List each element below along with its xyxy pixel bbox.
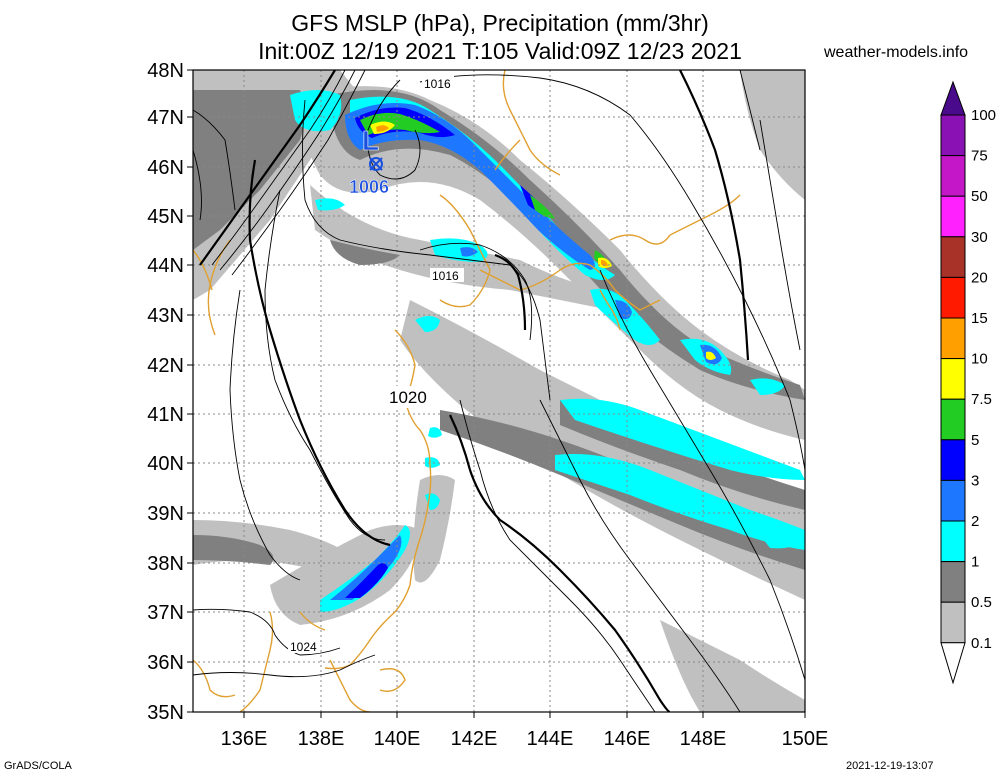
lon-tick-label: 146E <box>604 728 651 750</box>
software-credit: GrADS/COLA <box>4 760 72 772</box>
isobar-label-group: 1016 1016 1020 1024 <box>288 76 464 654</box>
lat-tick-label: 36N <box>147 652 184 674</box>
colorbar-swatch <box>940 114 966 157</box>
lon-tick-label: 150E <box>782 728 829 750</box>
lat-tick-label: 44N <box>147 255 184 277</box>
colorbar-label: 50 <box>971 188 988 205</box>
colorbar-swatch <box>940 601 966 644</box>
lat-tick-label: 40N <box>147 453 184 475</box>
lon-tick-label: 136E <box>221 728 268 750</box>
colorbar-swatch <box>940 236 966 278</box>
lat-tick-label: 47N <box>147 107 184 129</box>
colorbar-label: 7.5 <box>971 391 992 408</box>
lat-tick-label: 45N <box>147 206 184 228</box>
site-label: weather-models.info <box>824 44 969 61</box>
lat-tick-label: 37N <box>147 602 184 624</box>
colorbar-label: 30 <box>971 229 988 246</box>
colorbar-label: 3 <box>971 472 979 489</box>
precip-colorbar: 100 75 50 30 20 15 10 7.5 5 3 2 1 0.5 0.1 <box>940 80 996 685</box>
lat-tick-label: 46N <box>147 157 184 179</box>
isobar-label: 1016 <box>432 269 459 283</box>
colorbar-swatch <box>940 479 966 522</box>
colorbar-label: 100 <box>971 107 996 124</box>
low-center-marker <box>369 157 383 171</box>
lat-tick-label: 39N <box>147 503 184 525</box>
lon-tick-label: 140E <box>374 728 421 750</box>
colorbar-swatch <box>940 276 966 319</box>
map-frame <box>192 69 806 713</box>
lat-tick-label: 43N <box>147 305 184 327</box>
colorbar-label: 2 <box>971 513 979 530</box>
isobar-label: 1020 <box>389 388 427 407</box>
low-center-pressure: 1006 <box>349 177 389 197</box>
low-center-letter: L <box>362 125 379 156</box>
colorbar-label: 15 <box>971 310 988 327</box>
lat-tick-label: 41N <box>147 404 184 426</box>
isobar-label: 1016 <box>424 77 451 91</box>
isobars-thick <box>199 70 750 712</box>
colorbar-top-triangle <box>940 80 966 116</box>
colorbar-label: 75 <box>971 148 988 165</box>
lon-tick-label: 148E <box>680 728 727 750</box>
low-pressure-center: L 1006 <box>349 125 390 198</box>
isobar-label: 1024 <box>290 640 317 654</box>
render-timestamp: 2021-12-19-13:07 <box>846 760 934 772</box>
lat-tick-label: 48N <box>147 60 184 82</box>
latitude-labels: 48N 47N 46N 45N 44N 43N 42N 41N 40N 39N … <box>147 60 184 724</box>
lon-tick-label: 142E <box>451 728 498 750</box>
axis-ticks <box>187 69 806 718</box>
colorbar-swatch <box>940 398 966 441</box>
colorbar-swatch <box>940 195 966 238</box>
colorbar-label: 0.5 <box>971 594 992 611</box>
lon-tick-label: 138E <box>298 728 345 750</box>
lat-tick-label: 35N <box>147 702 184 724</box>
colorbar-swatch <box>940 358 966 400</box>
chart-title-line1: GFS MSLP (hPa), Precipitation (mm/3hr) <box>291 10 709 36</box>
lon-tick-label: 144E <box>527 728 574 750</box>
map-content: L 1006 1016 1016 1020 1024 <box>193 70 805 712</box>
colorbar-label: 0.1 <box>971 635 992 652</box>
colorbar-label: 5 <box>971 432 979 449</box>
lat-tick-label: 38N <box>147 553 184 575</box>
colorbar-swatch <box>940 155 966 197</box>
graticule <box>193 70 805 712</box>
colorbar-label: 20 <box>971 269 988 286</box>
colorbar-swatch <box>940 520 966 563</box>
lat-tick-label: 42N <box>147 355 184 377</box>
colorbar-swatch <box>940 439 966 481</box>
chart-title-line2: Init:00Z 12/19 2021 T:105 Valid:09Z 12/2… <box>258 38 742 64</box>
longitude-labels: 136E 138E 140E 142E 144E 146E 148E 150E <box>221 728 829 750</box>
colorbar-swatch <box>940 317 966 360</box>
colorbar-label: 1 <box>971 554 979 571</box>
isobars-thin <box>193 70 805 712</box>
colorbar-label: 10 <box>971 351 988 368</box>
colorbar-bottom-triangle <box>940 642 966 685</box>
colorbar-swatch <box>940 561 966 603</box>
